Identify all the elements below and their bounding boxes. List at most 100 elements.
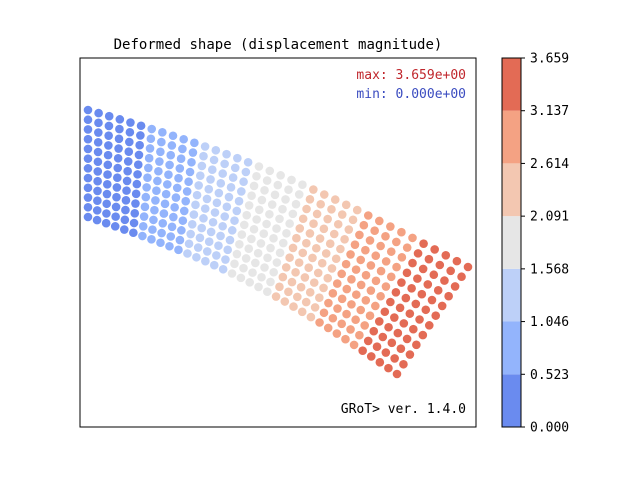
mesh-point	[83, 154, 93, 163]
mesh-point	[207, 165, 217, 175]
mesh-point	[104, 131, 113, 140]
mesh-point	[120, 225, 129, 234]
mesh-point	[363, 336, 373, 346]
mesh-point	[111, 202, 121, 212]
mesh-point	[266, 277, 275, 287]
mesh-point	[212, 251, 221, 260]
mesh-point	[273, 180, 283, 190]
mesh-point	[232, 249, 242, 259]
mesh-point	[265, 209, 274, 219]
mesh-point	[181, 196, 191, 206]
mesh-point	[333, 304, 342, 313]
mesh-point	[293, 292, 302, 302]
mesh-point	[371, 251, 381, 261]
mesh-point	[457, 272, 466, 282]
mesh-point	[83, 134, 93, 144]
mesh-point	[191, 200, 200, 210]
mesh-point	[126, 118, 135, 127]
mesh-point	[260, 263, 269, 272]
mesh-point	[302, 238, 311, 248]
min-annotation: min: 0.000e+00	[356, 87, 466, 102]
mesh-point	[172, 183, 182, 193]
colorbar-ticks: 0.000 0.523 1.046 1.568 2.091 2.614 3.137 3.659	[521, 52, 569, 436]
mesh-point	[336, 244, 345, 254]
mesh-point	[83, 164, 93, 173]
mesh-point	[308, 253, 317, 263]
mesh-point	[419, 239, 428, 248]
mesh-point	[402, 334, 412, 344]
mesh-point	[374, 317, 384, 326]
mesh-point	[138, 231, 147, 241]
mesh-point	[271, 292, 281, 301]
mesh-point	[221, 255, 230, 264]
mesh-point	[124, 147, 134, 157]
mesh-point	[158, 219, 168, 228]
mesh-point	[197, 223, 206, 233]
mesh-point	[92, 215, 102, 225]
mesh-point	[294, 190, 304, 199]
mesh-point	[140, 202, 150, 212]
mesh-point	[319, 190, 329, 199]
mesh-point	[341, 334, 350, 344]
mesh-point	[256, 239, 266, 248]
colorbar-tick-label: 1.568	[530, 262, 569, 277]
mesh-point	[195, 233, 205, 243]
mesh-point	[175, 164, 185, 173]
mesh-point	[247, 234, 256, 244]
mesh-point	[194, 181, 203, 190]
mesh-point	[327, 264, 337, 273]
mesh-point	[104, 141, 113, 150]
mesh-point	[239, 177, 248, 187]
mesh-point	[319, 283, 328, 293]
mesh-point	[123, 157, 133, 166]
mesh-point	[259, 229, 269, 239]
mesh-point	[83, 212, 93, 222]
colorbar-tick-label: 0.523	[530, 368, 569, 383]
mesh-point	[225, 235, 235, 245]
mesh-point	[275, 214, 284, 224]
mesh-point	[437, 301, 447, 311]
mesh-point	[134, 150, 144, 160]
mesh-point	[154, 166, 163, 176]
mesh-point	[337, 269, 347, 279]
max-annotation: max: 3.659e+00	[356, 68, 466, 83]
mesh-point	[289, 302, 298, 311]
mesh-point	[136, 131, 145, 140]
mesh-point	[185, 167, 195, 177]
mesh-point	[407, 284, 416, 293]
mesh-point	[309, 278, 319, 287]
mesh-point	[287, 277, 297, 287]
mesh-point	[341, 259, 351, 269]
mesh-point	[216, 231, 225, 241]
mesh-point	[352, 290, 361, 299]
mesh-point	[178, 216, 188, 225]
mesh-point	[144, 163, 153, 173]
mesh-point	[93, 186, 102, 196]
mesh-point	[113, 163, 123, 173]
mesh-point	[174, 173, 183, 183]
mesh-point	[188, 148, 198, 157]
mesh-point	[263, 287, 272, 297]
mesh-point	[149, 215, 158, 225]
mesh-point	[103, 160, 113, 170]
mesh-point	[352, 205, 362, 215]
mesh-point	[114, 134, 124, 144]
mesh-point	[288, 209, 298, 219]
mesh-point	[236, 273, 246, 283]
mesh-point	[272, 258, 282, 267]
mesh-point	[110, 222, 120, 231]
mesh-point	[332, 329, 342, 338]
mesh-point	[224, 192, 234, 202]
mesh-point	[244, 244, 254, 253]
mesh-point	[361, 295, 371, 305]
mesh-point	[413, 249, 423, 258]
mesh-point	[158, 128, 167, 137]
mesh-point	[397, 253, 407, 262]
colorbar-bin-1	[502, 321, 521, 375]
mesh-point	[143, 173, 152, 182]
mesh-point	[324, 298, 333, 308]
mesh-point	[381, 348, 391, 357]
mesh-point	[102, 199, 112, 209]
mesh-point	[237, 187, 246, 196]
mesh-point	[111, 212, 120, 221]
